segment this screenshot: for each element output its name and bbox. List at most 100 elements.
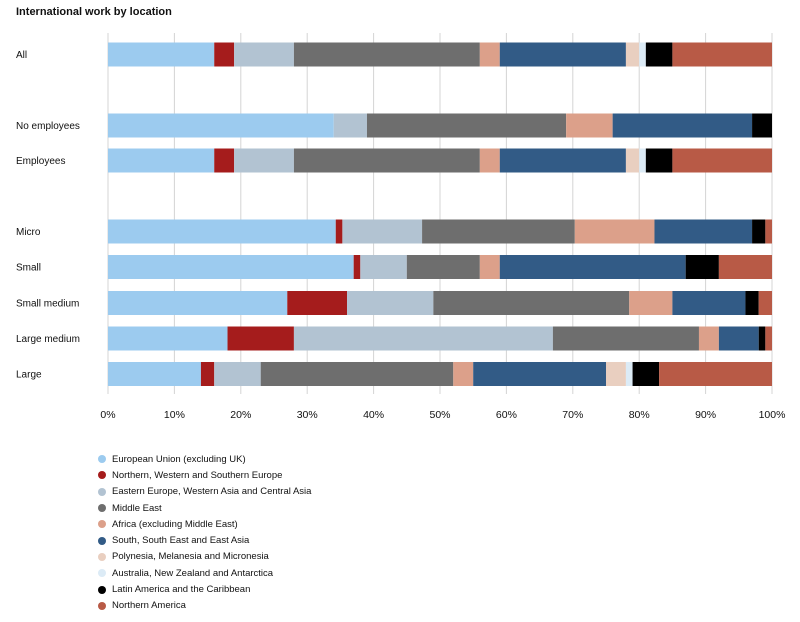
bar-segment [629, 291, 673, 315]
bar-segment [422, 219, 575, 244]
legend: European Union (excluding UK) Northern, W… [98, 451, 311, 614]
bar-segment [108, 148, 215, 173]
bar-segment [108, 113, 334, 138]
bar-segment [347, 291, 434, 315]
category-label: Micro [16, 227, 41, 238]
category-label: All [16, 50, 27, 61]
bar-segment [108, 42, 215, 67]
legend-item: Latin America and the Caribbean [98, 581, 311, 597]
bar-segment [353, 255, 361, 279]
bar-segment [745, 291, 759, 315]
category-labels: All No employees Employees Micro Small Small … [16, 50, 80, 381]
bar-segment [718, 326, 759, 351]
bar-segment [214, 42, 235, 67]
legend-item: Polynesia, Melanesia and Micronesia [98, 549, 311, 565]
bar-segment [287, 291, 348, 315]
x-tick-label: 20% [230, 409, 251, 421]
legend-swatch [98, 536, 106, 545]
bar-segment [639, 148, 646, 173]
bar-segment [632, 362, 660, 386]
bar-segment [214, 148, 235, 173]
category-label: Employees [16, 156, 65, 167]
bar-segment [108, 362, 201, 386]
bar-segment [108, 255, 354, 279]
legend-item: Middle East [98, 500, 311, 516]
legend-item: Northern, Western and Southern Europe [98, 467, 311, 483]
category-label: Large [16, 370, 42, 381]
bar-segment [333, 113, 367, 138]
legend-item: Eastern Europe, Western Asia and Central… [98, 484, 311, 500]
bar-segment [234, 148, 294, 173]
bar-segment [659, 362, 772, 386]
bar-segment [765, 219, 772, 244]
bar-segment [108, 291, 288, 315]
x-tick-label: 80% [629, 409, 650, 421]
x-tick-label: 90% [695, 409, 716, 421]
x-tick-label: 100% [759, 409, 786, 421]
legend-label: Northern America [112, 600, 186, 612]
bar-segment [672, 291, 746, 315]
bar-segment [672, 42, 772, 67]
bar-segment [453, 362, 474, 386]
legend-swatch [98, 471, 106, 480]
bar-segment [479, 255, 500, 279]
bar-segment [499, 42, 626, 67]
legend-swatch [98, 520, 106, 529]
bar-segment [672, 148, 772, 173]
bar-segment [479, 148, 500, 173]
bar-segment [625, 148, 640, 173]
x-tick-label: 70% [562, 409, 583, 421]
legend-label: Eastern Europe, Western Asia and Central… [112, 486, 312, 498]
bar-segment [335, 219, 343, 244]
legend-label: Australia, New Zealand and Antarctica [112, 567, 274, 579]
stacked-bar-chart: All No employees Employees Micro Small Small … [16, 33, 785, 421]
x-tick-label: 60% [496, 409, 517, 421]
category-label: Small [16, 263, 41, 274]
legend-swatch [98, 601, 106, 610]
bar-segment [366, 113, 567, 138]
chart-title: International work by location [16, 6, 172, 18]
legend-label: Africa (excluding Middle East) [112, 518, 238, 530]
bar-segment [685, 255, 719, 279]
bar-segment [108, 326, 228, 351]
bar-segment [473, 362, 606, 386]
legend-label: Polynesia, Melanesia and Micronesia [112, 551, 269, 563]
legend-label: South, South East and East Asia [112, 535, 250, 547]
bar-segment [566, 113, 613, 138]
bar-segment [718, 255, 772, 279]
bars [108, 42, 772, 386]
bar-segment [260, 362, 454, 386]
bar-segment [625, 42, 640, 67]
bar-segment [227, 326, 294, 351]
bar-segment [499, 255, 686, 279]
bar-segment [758, 326, 766, 351]
bar-segment [360, 255, 407, 279]
legend-item: Australia, New Zealand and Antarctica [98, 565, 311, 581]
legend-item: European Union (excluding UK) [98, 451, 311, 467]
x-tick-labels: 0% 10% 20% 30% 40% 50% 60% 70% 80% 90% 100% [100, 409, 785, 421]
bar-segment [108, 219, 336, 244]
bar-segment [645, 148, 673, 173]
bar-segment [293, 326, 553, 351]
x-tick-label: 10% [164, 409, 185, 421]
bar-segment [234, 42, 294, 67]
bar-segment [752, 113, 772, 138]
x-tick-label: 0% [100, 409, 115, 421]
legend-swatch [98, 487, 106, 496]
legend-label: Latin America and the Caribbean [112, 584, 251, 596]
bar-segment [654, 219, 753, 244]
bar-segment [574, 219, 655, 244]
x-tick-label: 30% [297, 409, 318, 421]
bar-segment [406, 255, 480, 279]
bar-segment [606, 362, 626, 386]
bar-segment [765, 326, 772, 351]
legend-swatch [98, 552, 106, 561]
legend-label: Middle East [112, 502, 162, 514]
bar-segment [433, 291, 630, 315]
legend-label: Northern, Western and Southern Europe [112, 469, 283, 481]
legend-swatch [98, 569, 106, 578]
legend-swatch [98, 455, 106, 464]
legend-item: South, South East and East Asia [98, 532, 311, 548]
legend-item: Africa (excluding Middle East) [98, 516, 311, 532]
bar-segment [293, 42, 480, 67]
